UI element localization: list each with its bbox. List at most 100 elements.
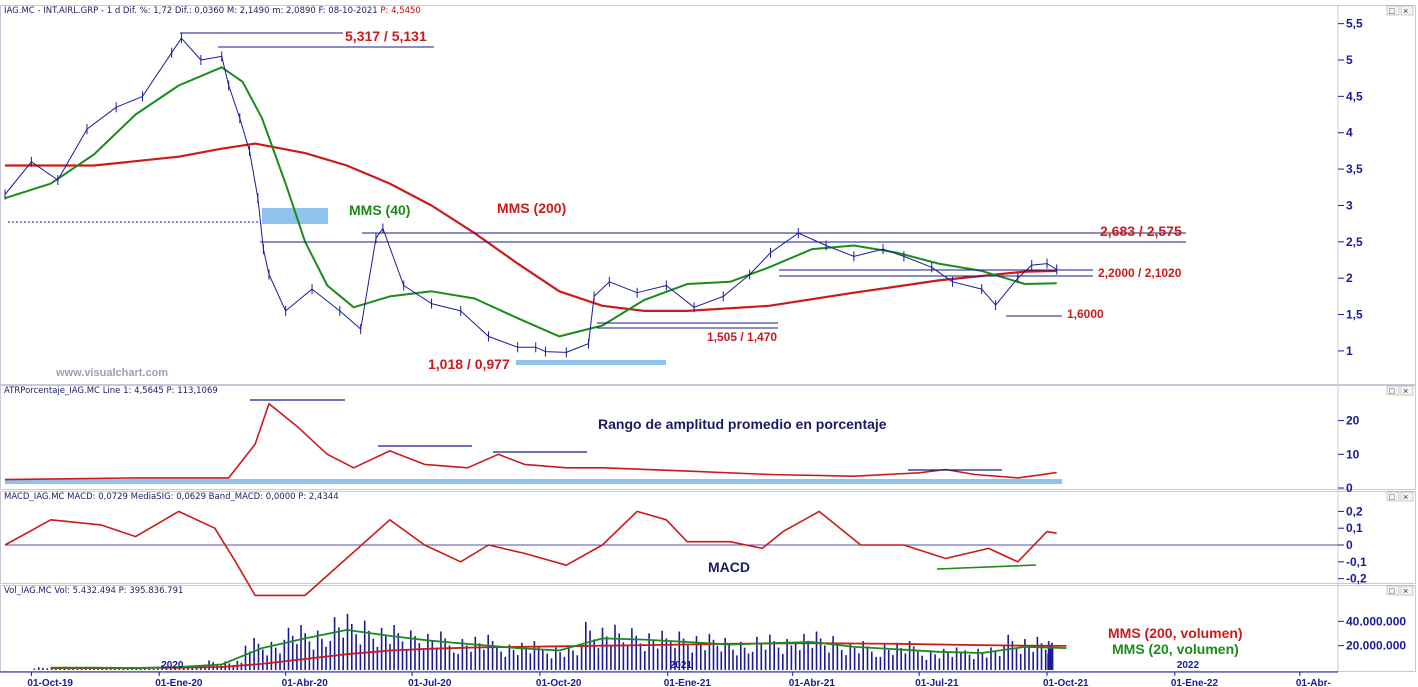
volume-bar [938,658,941,670]
vol-mms20-line [50,628,1067,670]
volume-bar [858,653,860,670]
volume-bar [883,644,886,670]
volume-bar [879,656,882,670]
volume-bar [483,649,485,670]
atr-y-tick: 0 [1346,481,1353,495]
volume-bar [359,644,362,670]
volume-bar [951,657,954,670]
price-y-tick: 4 [1346,126,1353,140]
volume-bar [368,630,370,670]
year-label: 2021 [670,660,693,671]
volume-bar [427,633,429,670]
volume-bar [871,651,873,670]
volume-bar [896,642,898,670]
volume-bar [533,641,536,670]
volume-bar [542,649,544,670]
volume-bar [287,627,290,670]
volume-bar [212,662,214,670]
x-tick-label: 01-Jul-21 [915,678,959,687]
volume-bar [80,668,83,670]
volume-bar [174,667,176,670]
close-button-main[interactable]: × [1400,5,1414,16]
volume-bar [550,658,553,670]
volume-bar [1044,649,1047,670]
volume-bar [803,633,805,670]
volume-bar [853,648,856,670]
volume-bar [457,653,459,670]
x-tick-label: 01-Abr-20 [282,678,329,687]
volume-bar [487,634,489,670]
volume-bar [799,650,801,670]
x-tick-label: 01-Ene-21 [664,678,712,687]
maximize-button-macd[interactable]: □ [1386,491,1400,502]
price-y-tick: 5 [1346,53,1353,67]
maximize-button-vol[interactable]: □ [1386,585,1400,596]
volume-bar [704,650,706,670]
volume-bar [1028,645,1030,670]
svg-text:×: × [1403,586,1408,596]
volume-bar [626,646,629,670]
volume-bar [244,645,247,670]
volume-bar [811,647,814,670]
maximize-button-atr[interactable]: □ [1386,385,1400,396]
volume-bar [777,647,780,670]
volume-bar [682,638,685,670]
volume-bar [563,656,566,670]
volume-bar [794,643,797,670]
volume-bar [740,641,742,670]
vol-mms20-label: MMS (20, volumen) [1112,641,1239,657]
volume-bar [187,667,189,670]
volume-bar [525,648,527,670]
volume-bar [904,653,907,670]
maximize-button-main[interactable]: □ [1386,5,1400,16]
volume-bar [118,668,120,670]
volume-bar [760,643,763,670]
vol-mms200-line [50,642,1067,670]
volume-bar [712,639,715,670]
volume-bar [1015,647,1018,670]
volume-bar [955,647,958,670]
vol-mms200-label: MMS (200, volumen) [1108,625,1243,641]
volume-bar [500,651,502,670]
volume-bar [656,648,659,670]
volume-bar [964,650,966,670]
volume-bar [593,639,595,670]
volume-bar [257,643,260,670]
close-button-vol[interactable]: × [1400,585,1414,596]
volume-bar [470,651,472,670]
volume-bar [291,635,294,670]
volume-bar [521,642,523,670]
volume-bar [875,656,877,670]
x-tick-label: 01-Jul-20 [408,678,452,687]
macd-y-tick: 0,1 [1346,521,1363,535]
volume-bar [333,617,336,670]
volume-bar [900,648,902,670]
volume-bar [444,638,446,670]
volume-bar [605,636,608,670]
volume-bar [631,628,633,670]
volume-bar [661,630,663,670]
vol-header: Vol_IAG.MC Vol: 5.432.494 P: 395.836.791 [4,586,183,596]
volume-bar [465,645,468,670]
support-zone [262,208,328,224]
close-button-macd[interactable]: × [1400,491,1414,502]
volume-bar [422,650,425,670]
close-button-atr[interactable]: × [1400,385,1414,396]
volume-bar [921,655,923,670]
volume-bar [304,633,306,670]
volume-bar [152,668,155,670]
volume-bar [720,651,723,670]
vol-y-tick: 40.000.000 [1346,614,1406,628]
volume-bar [253,637,255,670]
volume-bar [866,646,869,670]
volume-bar [917,651,919,670]
volume-bar [819,638,822,670]
volume-bar [59,668,61,670]
volume-bar [618,633,620,670]
volume-bar [262,649,264,670]
volume-bar [325,646,327,670]
atr-y-tick: 10 [1346,447,1360,461]
year-label: 2020 [161,660,184,671]
atr-line [4,402,1057,481]
atr-header: ATRPorcentaje_IAG.MC Line 1: 4,5645 P: 1… [4,386,218,396]
